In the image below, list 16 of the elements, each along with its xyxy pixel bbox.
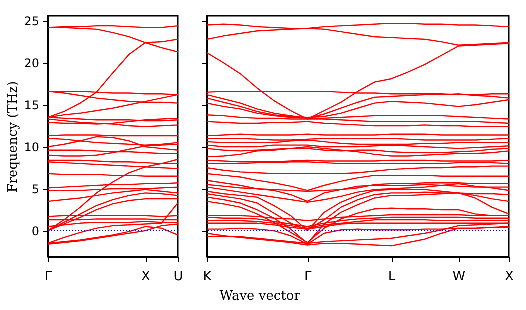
x-axis-title: Wave vector [220, 288, 302, 304]
y-tick-label: 15 [24, 98, 40, 113]
y-tick-label: 0 [32, 224, 40, 238]
y-tick-label: 25 [24, 14, 40, 29]
y-tick-label: 5 [32, 182, 40, 196]
x-tick-label: Γ [304, 270, 313, 284]
y-tick-label: 20 [24, 56, 40, 71]
x-tick-label: U [174, 270, 184, 284]
x-tick-label: K [203, 270, 212, 284]
x-tick-label: X [505, 270, 514, 284]
x-tick-label: Γ [44, 270, 53, 284]
x-tick-label: L [388, 270, 396, 284]
y-axis-title: Frequency (THz) [6, 81, 22, 193]
y-tick-label: 10 [24, 140, 40, 154]
x-tick-label: X [142, 270, 151, 284]
x-tick-label: W [452, 270, 466, 284]
